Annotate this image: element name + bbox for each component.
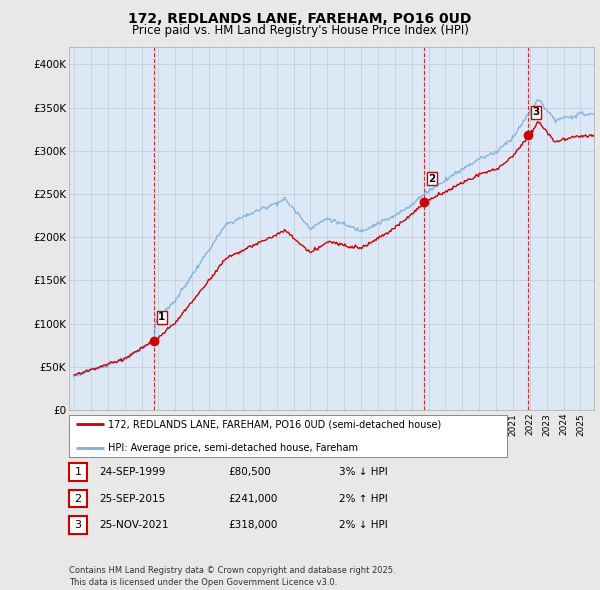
Text: 3: 3 bbox=[532, 107, 539, 117]
Text: 1: 1 bbox=[158, 312, 166, 322]
Text: 24-SEP-1999: 24-SEP-1999 bbox=[99, 467, 166, 477]
Text: £80,500: £80,500 bbox=[228, 467, 271, 477]
Text: £318,000: £318,000 bbox=[228, 520, 277, 530]
Text: 3% ↓ HPI: 3% ↓ HPI bbox=[339, 467, 388, 477]
Text: 2% ↓ HPI: 2% ↓ HPI bbox=[339, 520, 388, 530]
Text: 172, REDLANDS LANE, FAREHAM, PO16 0UD (semi-detached house): 172, REDLANDS LANE, FAREHAM, PO16 0UD (s… bbox=[109, 419, 442, 429]
Text: 172, REDLANDS LANE, FAREHAM, PO16 0UD: 172, REDLANDS LANE, FAREHAM, PO16 0UD bbox=[128, 12, 472, 26]
Text: 2: 2 bbox=[428, 173, 436, 183]
Text: 2: 2 bbox=[74, 494, 82, 503]
Text: 3: 3 bbox=[74, 520, 82, 530]
Text: £241,000: £241,000 bbox=[228, 494, 277, 503]
Text: Price paid vs. HM Land Registry's House Price Index (HPI): Price paid vs. HM Land Registry's House … bbox=[131, 24, 469, 37]
Text: 25-NOV-2021: 25-NOV-2021 bbox=[99, 520, 169, 530]
Text: 2% ↑ HPI: 2% ↑ HPI bbox=[339, 494, 388, 503]
Text: HPI: Average price, semi-detached house, Fareham: HPI: Average price, semi-detached house,… bbox=[109, 443, 358, 453]
Text: 25-SEP-2015: 25-SEP-2015 bbox=[99, 494, 165, 503]
Text: Contains HM Land Registry data © Crown copyright and database right 2025.
This d: Contains HM Land Registry data © Crown c… bbox=[69, 566, 395, 587]
Text: 1: 1 bbox=[74, 467, 82, 477]
